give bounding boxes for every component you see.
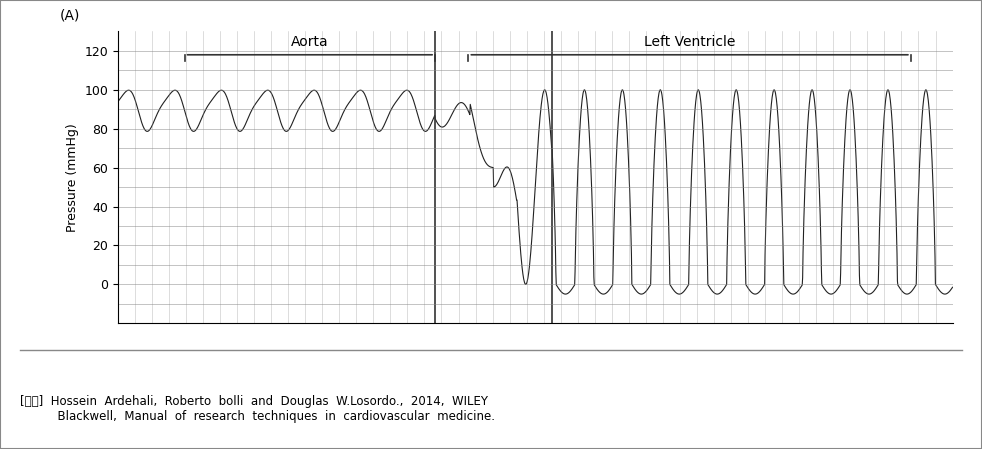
- Text: Left Ventricle: Left Ventricle: [644, 35, 736, 49]
- Text: [출처]  Hossein  Ardehali,  Roberto  bolli  and  Douglas  W.Losordo.,  2014,  WILE: [출처] Hossein Ardehali, Roberto bolli and…: [20, 395, 495, 423]
- Text: Aorta: Aorta: [291, 35, 329, 49]
- Y-axis label: Pressure (mmHg): Pressure (mmHg): [66, 123, 79, 232]
- Text: (A): (A): [59, 8, 80, 22]
